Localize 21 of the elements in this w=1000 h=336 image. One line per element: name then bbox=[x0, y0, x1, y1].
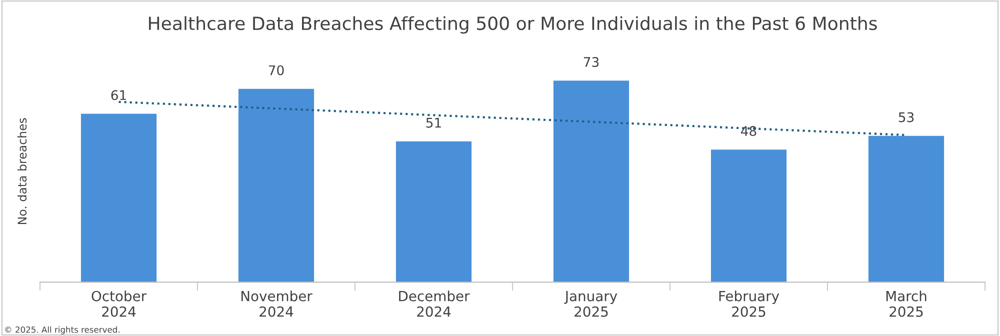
bar bbox=[396, 141, 472, 282]
bar bbox=[80, 114, 157, 282]
y-axis-title: No. data breaches bbox=[17, 118, 27, 224]
x-tick-label: November 2024 bbox=[241, 290, 312, 317]
x-tick-label: February 2025 bbox=[719, 290, 780, 317]
data-label: 48 bbox=[741, 126, 756, 136]
bar bbox=[710, 150, 787, 282]
x-tick-label: October 2024 bbox=[92, 290, 147, 317]
x-tick-label: January 2025 bbox=[564, 291, 618, 317]
x-tick-label: March 2025 bbox=[886, 290, 926, 317]
x-tick-label: December 2024 bbox=[399, 290, 470, 317]
data-label: 53 bbox=[898, 112, 914, 122]
data-label: 73 bbox=[584, 56, 599, 67]
bar bbox=[553, 80, 630, 282]
text: © 2025. All rights reserved. bbox=[5, 326, 120, 334]
data-label: 61 bbox=[111, 90, 126, 100]
bar bbox=[868, 136, 944, 282]
chart-title: Healthcare Data Breaches Affecting 500 or More Individuals in the Past 6 Months bbox=[149, 16, 877, 34]
data-label: 70 bbox=[268, 65, 284, 76]
bar bbox=[238, 88, 314, 282]
data-label: 51 bbox=[426, 118, 441, 128]
